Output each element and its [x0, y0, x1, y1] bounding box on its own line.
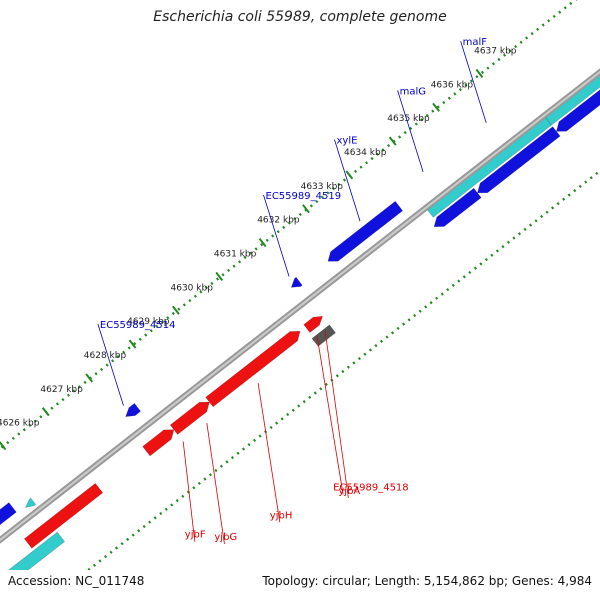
gene-EC55989_4514 — [125, 402, 142, 417]
footer-bar — [0, 570, 600, 600]
gene-xylE-body — [327, 200, 404, 262]
gene-xylE — [327, 200, 404, 262]
backbone-highlight — [0, 70, 600, 542]
leader-rev-4 — [460, 41, 487, 123]
tick-label-8: 4634 kbp — [344, 148, 387, 158]
gene-yjbH-body — [205, 330, 301, 408]
gene-red-1 — [23, 482, 104, 549]
genome-backbone — [0, 68, 600, 544]
tick-mark-4 — [172, 305, 180, 315]
label-fwd-4: yjbA — [338, 486, 360, 497]
tick-label-1: 4627 kbp — [40, 385, 83, 395]
leader-rev-2 — [334, 139, 361, 222]
gene-cyan-small-body — [24, 497, 37, 508]
tick-label-11: 4637 kbp — [474, 47, 517, 57]
tick-label-5: 4631 kbp — [214, 250, 257, 260]
leader-rev-0 — [97, 323, 124, 406]
tick-mark-8 — [345, 170, 354, 180]
gene-yjbH — [205, 330, 301, 408]
label-fwd-3: EC55989_4518 — [333, 483, 409, 494]
backbone-line — [0, 68, 600, 544]
tick-label-3: 4629 kbp — [127, 317, 170, 327]
gene-EC55989_4519-body — [290, 276, 303, 288]
genome-stats-text: Topology: circular; Length: 5,154,862 bp… — [262, 574, 592, 588]
kbp-ticks: 4626 kbp 4627 kbp 4628 kbp 4629 kbp 4630 kbp… — [0, 47, 517, 451]
gene-EC55989_4518-body — [303, 315, 324, 333]
leader-fwd-4 — [324, 330, 349, 499]
tick-label-0: 4626 kbp — [0, 419, 40, 429]
gene-cyan-2-body — [425, 115, 552, 218]
label-rev-2: xylE — [337, 136, 358, 147]
tick-label-4: 4630 kbp — [171, 283, 214, 293]
label-fwd-1: yjbG — [214, 532, 237, 543]
map-title: Escherichia coli 55989, complete genome — [153, 9, 447, 25]
gene-yjbG — [169, 401, 210, 435]
tick-label-2: 4628 kbp — [84, 351, 127, 361]
gene-cyan-2 — [425, 115, 552, 218]
inner-dotted-line — [0, 0, 578, 451]
leader-fwd-2 — [257, 383, 281, 523]
tick-label-6: 4632 kbp — [257, 216, 300, 226]
gene-features — [0, 72, 600, 593]
tick-mark-0 — [0, 440, 7, 451]
gene-cyan-small — [24, 497, 37, 508]
leader-fwd-0 — [182, 441, 196, 542]
tick-label-10: 4636 kbp — [431, 80, 474, 90]
label-rev-0: EC55989_4514 — [100, 320, 176, 331]
tick-mark-6 — [258, 238, 267, 248]
label-rev-1: EC55989_4519 — [266, 191, 342, 202]
tick-mark-9 — [388, 136, 397, 146]
gene-blue-right-body — [556, 89, 600, 132]
leader-fwd-1 — [206, 423, 225, 545]
tick-mark-5 — [215, 271, 224, 281]
gene-red-1-body — [23, 482, 104, 549]
gene-EC55989_4514-body — [125, 402, 142, 417]
label-fwd-0: yjbF — [185, 530, 206, 541]
label-fwd-2: yjbH — [270, 510, 293, 521]
tick-mark-3 — [128, 339, 137, 349]
leader-rev-1 — [263, 194, 290, 277]
tick-mark-7 — [302, 204, 310, 214]
tick-mark-1 — [41, 407, 50, 417]
accession-text: Accession: NC_011748 — [8, 574, 145, 588]
gene-yjbF — [142, 429, 175, 457]
leader-fwd-3 — [316, 336, 344, 495]
tick-label-9: 4635 kbp — [387, 114, 430, 124]
inner-dotted-track — [0, 0, 578, 451]
label-rev-4: malF — [463, 37, 488, 48]
gene-yjbG-body — [169, 401, 210, 435]
gene-EC55989_4518 — [303, 315, 324, 333]
tick-mark-2 — [85, 373, 94, 383]
leader-rev-3 — [397, 90, 424, 173]
gene-yjbF-body — [142, 429, 175, 457]
label-rev-3: malG — [400, 86, 426, 97]
gene-blue-1-body — [0, 502, 17, 526]
tick-mark-10 — [432, 102, 440, 112]
gene-EC55989_4519 — [290, 276, 303, 288]
tick-label-7: 4633 kbp — [301, 182, 344, 192]
tick-mark-11 — [475, 68, 484, 79]
gene-blue-1 — [0, 502, 17, 526]
gene-blue-right — [556, 89, 600, 132]
